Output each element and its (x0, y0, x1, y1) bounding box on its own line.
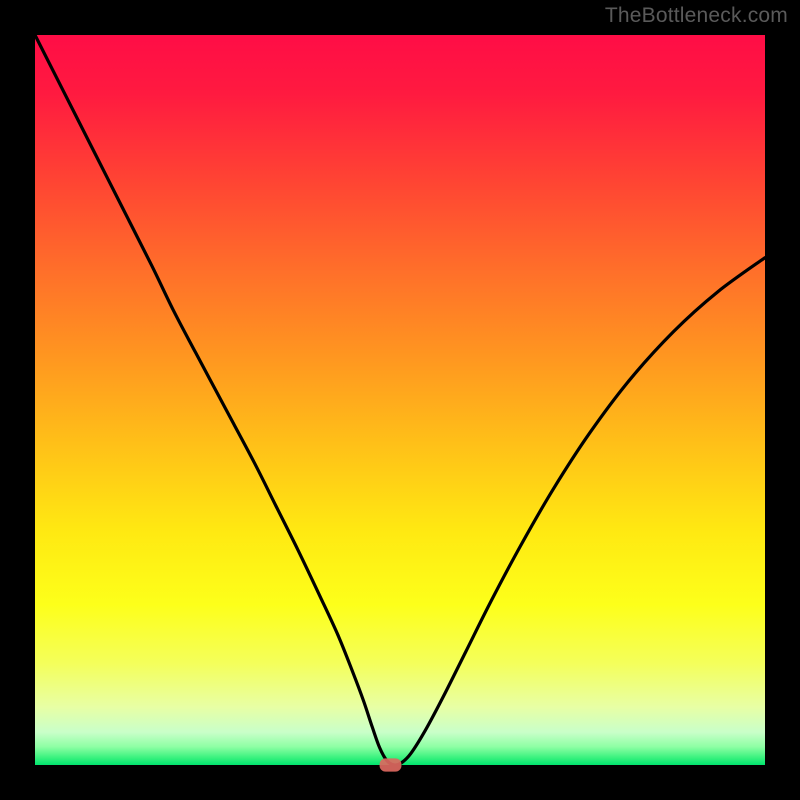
chart-stage: TheBottleneck.com (0, 0, 800, 800)
minimum-marker (380, 758, 402, 771)
bottleneck-chart-svg (0, 0, 800, 800)
plot-background (35, 35, 765, 765)
watermark-text: TheBottleneck.com (605, 4, 788, 28)
